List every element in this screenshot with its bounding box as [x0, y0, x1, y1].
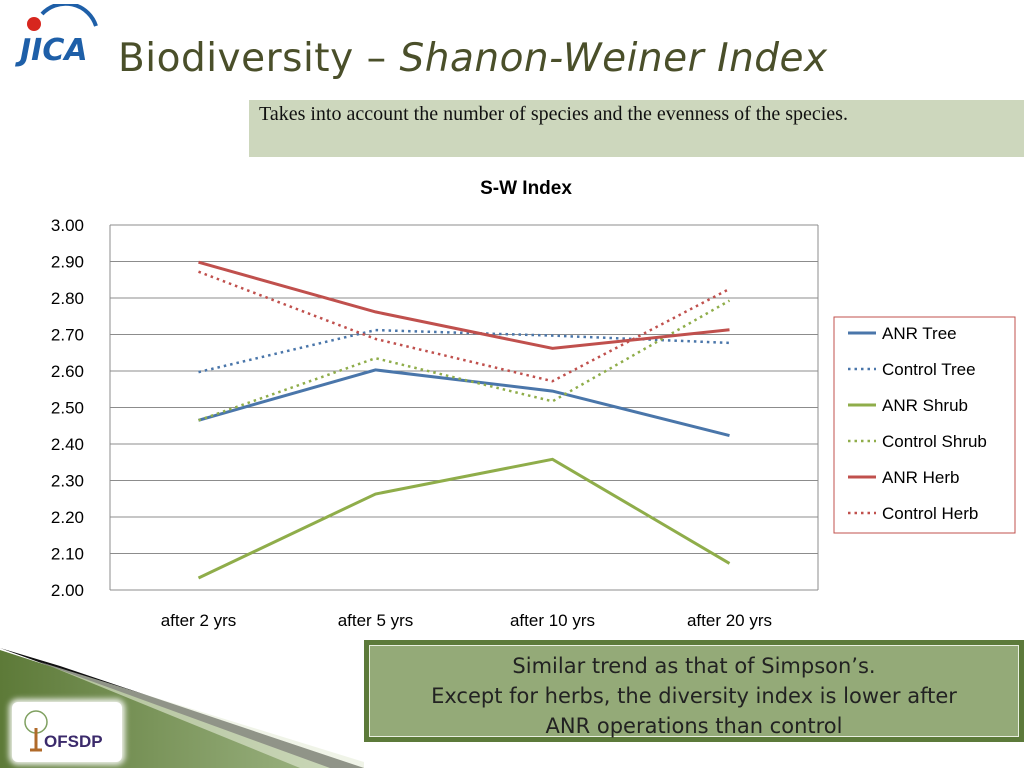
series-line-6	[198, 270, 731, 383]
legend-label: ANR Shrub	[882, 396, 968, 415]
y-tick-label: 2.20	[51, 508, 84, 527]
note-box: Similar trend as that of Simpson’s. Exce…	[364, 640, 1024, 742]
title-italic: Shanon-Weiner Index	[399, 36, 828, 81]
note-inner: Similar trend as that of Simpson’s. Exce…	[369, 645, 1019, 738]
legend-label: ANR Tree	[882, 324, 957, 343]
legend-label: Control Herb	[882, 504, 978, 523]
y-tick-label: 2.70	[51, 326, 84, 345]
legend: ANR Tree Control Tree ANR Shrub Control Shr…	[833, 316, 1016, 534]
y-tick-label: 2.80	[51, 289, 84, 308]
series-line-2	[198, 328, 730, 374]
y-tick-label: 2.90	[51, 253, 84, 272]
chart-title: S-W Index	[480, 178, 572, 199]
y-tick-label: 2.10	[51, 545, 84, 564]
slide-title: Biodiversity – Shanon-Weiner Index	[118, 36, 828, 81]
legend-label: ANR Herb	[882, 468, 959, 487]
y-tick-label: 2.30	[51, 472, 84, 491]
x-axis-ticks: after 2 yrs after 5 yrs after 10 yrs after …	[161, 611, 772, 630]
x-tick-label: after 10 yrs	[510, 611, 595, 630]
series-line-3	[197, 457, 731, 580]
legend-label: Control Tree	[882, 360, 976, 379]
legend-box	[833, 316, 1016, 534]
y-tick-label: 3.00	[51, 216, 84, 235]
y-axis-ticks: 2.00 2.10 2.20 2.30 2.40 2.50 2.60 2.70 2.80 2.90…	[51, 216, 84, 600]
grid-lines	[109, 224, 819, 591]
ofsdp-logo: OFSDP	[12, 702, 122, 762]
tree-icon	[24, 710, 48, 752]
jica-logo-text: JICA	[15, 33, 88, 68]
note-line-3: ANR operations than control	[545, 714, 843, 738]
legend-label: Control Shrub	[882, 432, 987, 451]
note-line-2: Except for herbs, the diversity index is…	[431, 684, 957, 708]
y-tick-label: 2.60	[51, 362, 84, 381]
x-tick-label: after 2 yrs	[161, 611, 237, 630]
description-box: Takes into account the number of species…	[249, 100, 1024, 157]
jica-logo: JICA	[15, 4, 98, 68]
title-plain: Biodiversity –	[118, 36, 400, 81]
series-line-1	[198, 368, 730, 438]
y-tick-label: 2.50	[51, 399, 84, 418]
description-text: Takes into account the number of species…	[259, 103, 848, 125]
series-lines	[197, 260, 731, 580]
ofsdp-logo-text: OFSDP	[44, 732, 103, 751]
sw-index-chart: S-W Index 2.002.102.202.302.402.502.602.…	[51, 178, 1016, 630]
y-tick-label: 2.00	[51, 581, 84, 600]
x-tick-label: after 20 yrs	[687, 611, 772, 630]
y-tick-label: 2.40	[51, 435, 84, 454]
x-tick-label: after 5 yrs	[338, 611, 414, 630]
series-line-5	[198, 260, 730, 350]
note-line-1: Similar trend as that of Simpson’s.	[512, 654, 876, 678]
